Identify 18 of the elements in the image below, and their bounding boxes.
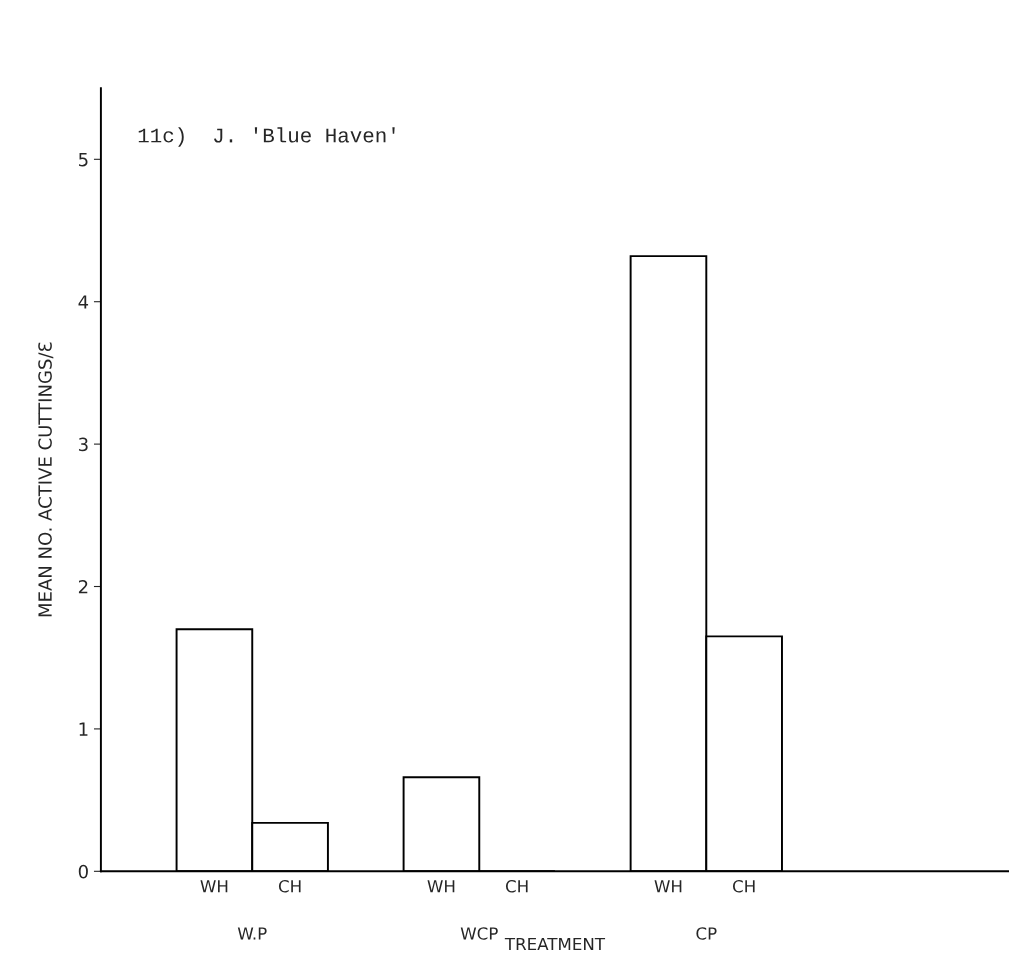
text: 11c) J. 'Blue Haven' (138, 127, 395, 147)
x-tick-label: WH (200, 880, 228, 893)
x-tick-label: CH (505, 879, 528, 893)
y-axis-title: MEAN NO. ACTIVE CUTTINGS/Ɛ (38, 342, 54, 617)
y-tick-label: 4 (78, 295, 89, 309)
x-tick-label: CH (732, 879, 755, 893)
y-tick-label: 3 (78, 437, 88, 452)
text: WCP (460, 927, 498, 940)
y-tick-label: 0 (78, 864, 88, 879)
text: W.P (237, 927, 267, 940)
y-tick-label: 2 (78, 579, 88, 594)
x-tick-label: CH (278, 879, 301, 893)
text: CP (696, 927, 717, 940)
y-tick-label: 1 (79, 722, 88, 736)
x-tick-label: WH (654, 880, 682, 893)
y-tick-label: 5 (79, 153, 88, 167)
x-axis-title: TREATMENT (504, 937, 606, 951)
x-tick-label: WH (427, 880, 455, 893)
